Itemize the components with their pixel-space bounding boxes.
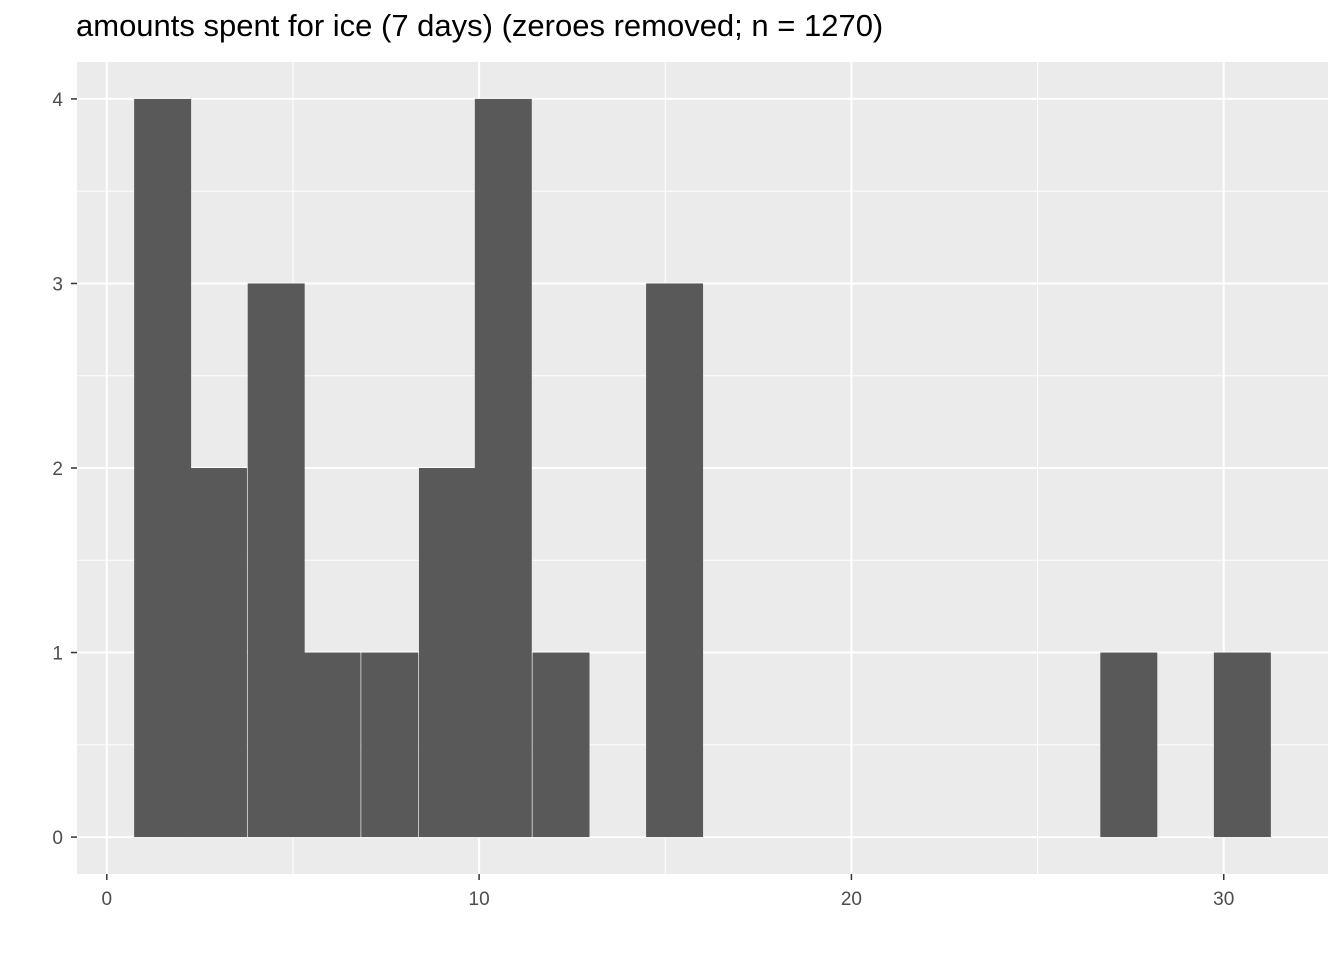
y-tick-label: 3: [52, 274, 63, 295]
histogram-bars: [134, 98, 1271, 838]
x-tick-label: 30: [1213, 889, 1234, 910]
histogram-bar: [134, 98, 192, 838]
histogram-bar: [532, 652, 590, 838]
histogram-bar: [361, 652, 419, 838]
x-tick-label: 10: [469, 889, 490, 910]
y-tick-label: 1: [52, 644, 63, 665]
histogram-bar: [303, 652, 361, 838]
y-tick-label: 4: [52, 90, 63, 111]
histogram-bar: [247, 283, 305, 838]
histogram-bar: [474, 98, 532, 838]
y-tick-label: 2: [52, 459, 63, 480]
chart-title: amounts spent for ice (7 days) (zeroes r…: [76, 8, 884, 43]
y-tick-label: 0: [52, 828, 63, 849]
histogram-bar: [1100, 652, 1158, 838]
histogram-bar: [418, 468, 476, 838]
x-tick-label: 0: [101, 889, 112, 910]
histogram-bar: [1213, 652, 1271, 838]
histogram-bar: [189, 468, 247, 838]
axes: 0 10 20 30 0 1 2 3 4: [52, 90, 1234, 910]
x-tick-label: 20: [841, 889, 862, 910]
histogram-bar: [646, 283, 704, 838]
